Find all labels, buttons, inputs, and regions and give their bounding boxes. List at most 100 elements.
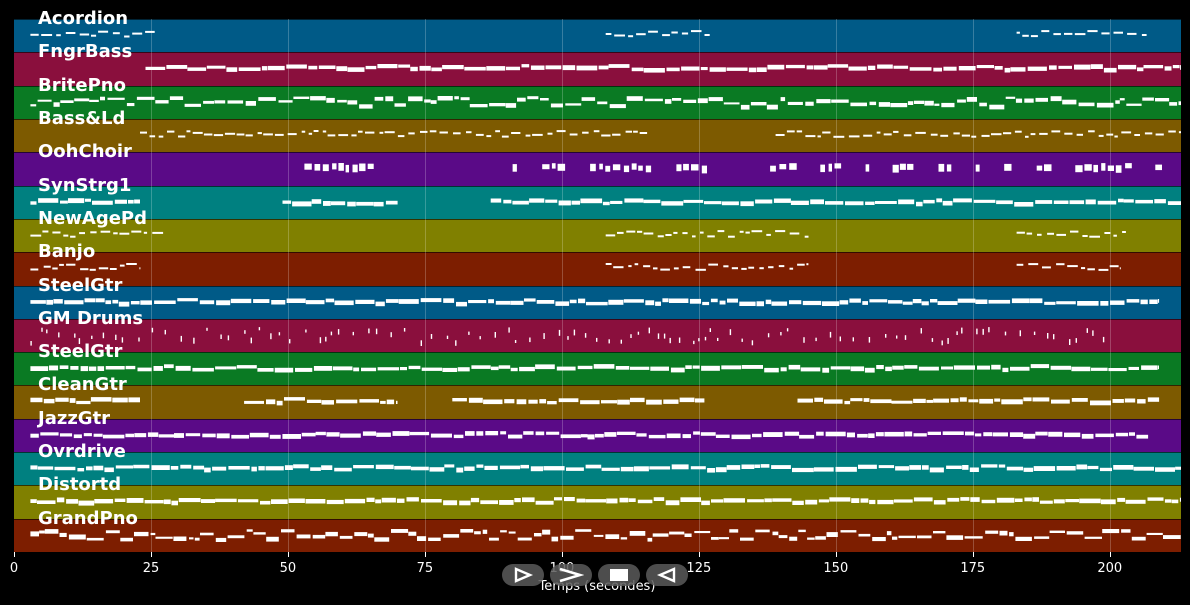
note-mark: [337, 328, 340, 335]
note-mark: [420, 130, 428, 133]
note-mark: [340, 433, 361, 438]
note-mark: [1121, 528, 1131, 533]
note-mark: [1126, 298, 1140, 303]
note-mark: [150, 532, 156, 535]
note-mark: [1101, 163, 1106, 171]
note-mark: [126, 102, 135, 106]
note-mark: [992, 432, 1008, 437]
note-mark: [991, 133, 1002, 136]
play-forward-button[interactable]: [502, 564, 544, 586]
note-mark: [649, 466, 671, 470]
note-mark: [865, 201, 875, 205]
note-mark: [790, 200, 809, 205]
note-mark: [464, 466, 475, 471]
note-mark: [913, 497, 933, 502]
note-mark: [701, 165, 707, 174]
note-mark: [89, 99, 99, 102]
note-mark: [628, 35, 634, 38]
note-mark: [893, 130, 899, 133]
note-mark: [1175, 466, 1181, 470]
note-mark: [1024, 98, 1034, 103]
note-mark: [545, 65, 562, 70]
note-mark: [514, 498, 521, 503]
note-mark: [723, 265, 729, 268]
note-mark: [1048, 431, 1063, 437]
note-mark: [1087, 465, 1099, 470]
note-mark: [741, 365, 763, 370]
note-mark: [593, 130, 600, 133]
note-mark: [999, 530, 1008, 536]
note-mark: [375, 499, 382, 504]
track-row: [14, 118, 1181, 153]
x-tick: [698, 552, 700, 557]
note-mark: [539, 399, 547, 404]
note-mark: [596, 337, 598, 342]
note-mark: [488, 298, 494, 303]
note-mark: [872, 536, 886, 541]
note-mark: [1098, 269, 1109, 272]
note-mark: [347, 99, 358, 105]
note-mark: [480, 500, 498, 505]
note-mark: [49, 365, 59, 371]
note-mark: [332, 163, 337, 170]
note-mark: [751, 340, 754, 346]
note-mark: [429, 130, 437, 133]
note-mark: [704, 200, 722, 204]
note-mark: [377, 367, 400, 371]
play-backward-button[interactable]: [646, 564, 688, 586]
fast-forward-button[interactable]: [550, 564, 592, 586]
note-mark: [904, 335, 907, 340]
note-mark: [947, 337, 949, 344]
note-mark: [385, 298, 399, 303]
note-mark: [788, 365, 801, 370]
note-mark: [408, 365, 421, 370]
note-mark: [670, 367, 685, 373]
note-mark: [38, 197, 59, 203]
note-mark: [504, 399, 515, 404]
note-mark: [684, 533, 692, 537]
note-mark: [430, 333, 433, 339]
note-mark: [608, 339, 610, 344]
note-mark: [469, 103, 488, 107]
note-mark: [457, 367, 470, 372]
note-mark: [1032, 497, 1039, 503]
note-mark: [1079, 498, 1101, 504]
track-name-label: Bass&Ld: [38, 107, 126, 129]
note-mark: [902, 301, 913, 305]
note-mark: [877, 64, 893, 70]
note-mark: [848, 135, 860, 138]
note-mark: [941, 102, 955, 107]
note-mark: [37, 500, 56, 505]
note-mark: [869, 101, 877, 105]
note-mark: [113, 232, 118, 235]
note-mark: [1128, 367, 1139, 371]
note-mark: [1125, 163, 1132, 169]
note-mark: [710, 298, 718, 302]
note-mark: [1090, 64, 1103, 70]
note-mark: [230, 298, 252, 303]
note-mark: [653, 267, 658, 270]
note-mark: [500, 430, 507, 435]
x-tick-label: 25: [142, 561, 160, 576]
note-mark: [68, 534, 86, 540]
note-mark: [261, 66, 268, 71]
note-mark: [839, 336, 841, 342]
track-row: [14, 85, 1181, 119]
note-mark: [499, 465, 521, 470]
track-notes: [304, 163, 1162, 174]
note-mark: [875, 431, 884, 437]
note-mark: [850, 366, 865, 372]
note-mark: [287, 133, 297, 136]
note-mark: [665, 233, 672, 236]
note-mark: [904, 365, 918, 369]
note-mark: [310, 467, 321, 471]
note-mark: [40, 432, 59, 436]
note-mark: [151, 465, 170, 471]
note-mark: [1001, 399, 1023, 405]
note-mark: [305, 329, 307, 333]
note-mark: [278, 99, 293, 103]
track-lane: [14, 252, 1181, 286]
stop-button[interactable]: [598, 564, 640, 586]
note-mark: [974, 433, 982, 437]
note-mark: [284, 397, 305, 402]
